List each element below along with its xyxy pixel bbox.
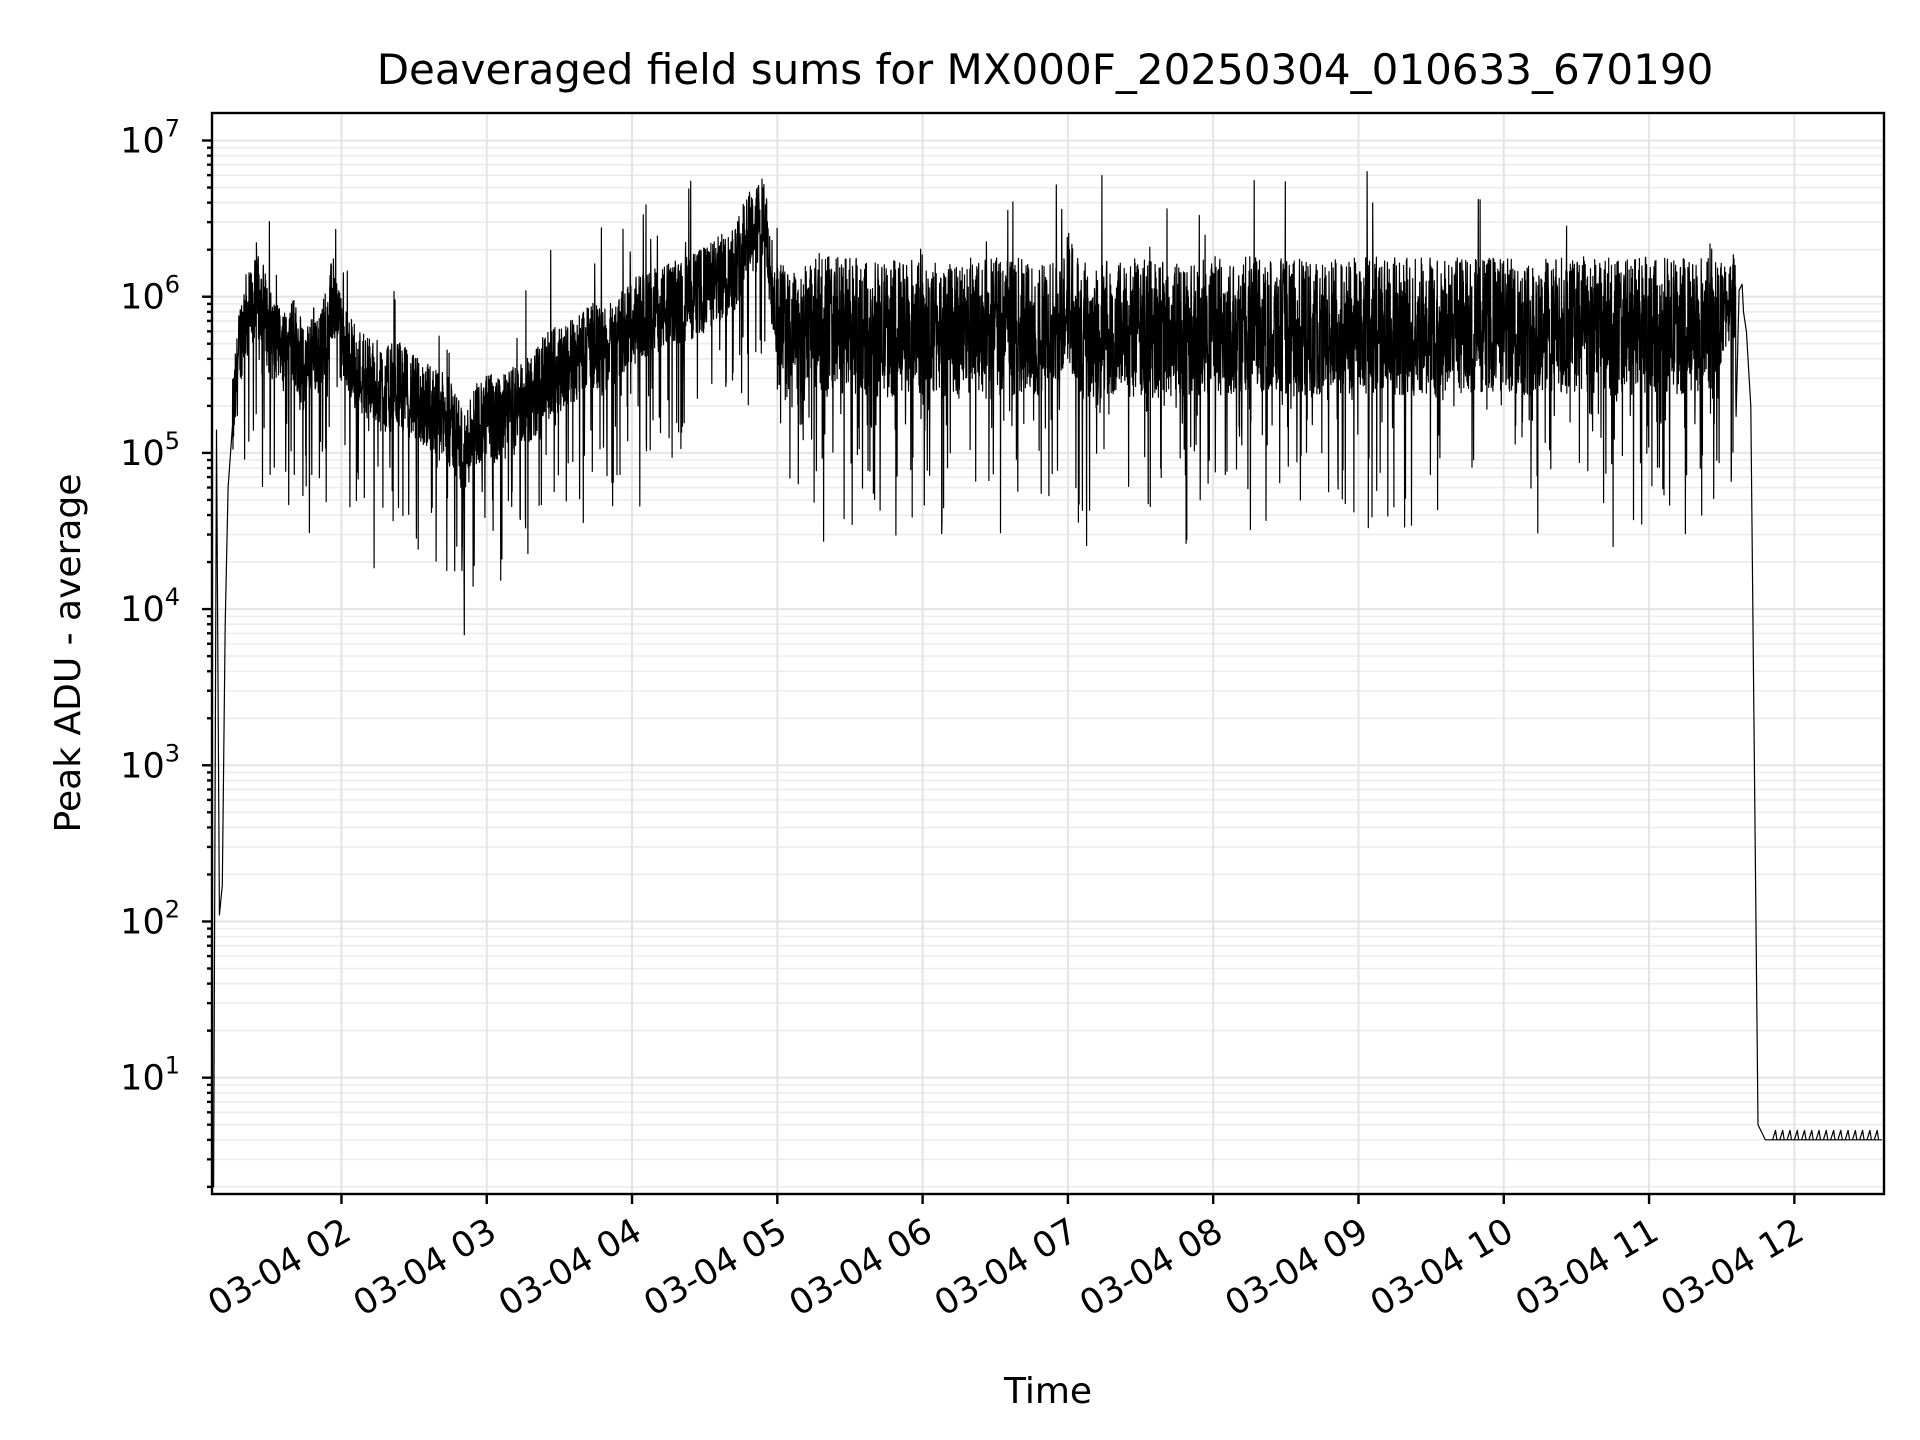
y-tick-label: 105 (120, 427, 180, 474)
y-tick-label: 106 (120, 271, 180, 318)
grid (212, 113, 1884, 1194)
series-layer (210, 171, 1883, 1188)
y-tick-label: 104 (120, 583, 180, 630)
y-tick-label: 101 (120, 1052, 180, 1099)
chart-title: Deaveraged field sums for MX000F_2025030… (377, 45, 1714, 94)
y-axis: 101 102 103 104 105 106 107 (120, 115, 212, 1189)
plot-frame (210, 111, 1886, 1196)
y-tick-label: 107 (120, 115, 180, 162)
y-axis-label: Peak ADU - average (48, 474, 89, 833)
series-line (210, 171, 1883, 1188)
x-axis-label: Time (1003, 1371, 1092, 1412)
y-tick-label: 103 (120, 739, 180, 786)
y-tick-label: 102 (120, 895, 180, 942)
